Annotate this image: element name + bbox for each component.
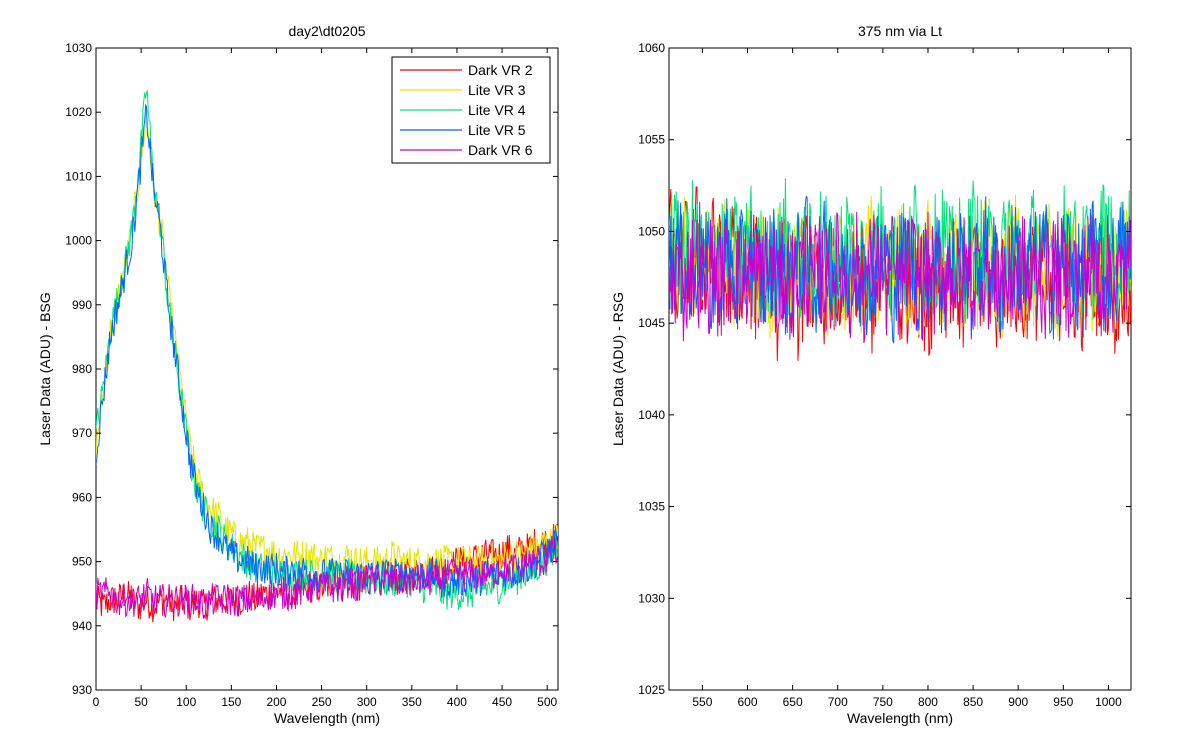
legend-label: Dark VR 6 xyxy=(468,142,533,158)
y-axis-label: Laser Data (ADU) - BSG xyxy=(37,292,53,445)
y-tick-label: 930 xyxy=(72,683,92,697)
x-tick-label: 900 xyxy=(1008,695,1028,709)
x-tick-label: 700 xyxy=(828,695,848,709)
x-tick-label: 0 xyxy=(93,695,100,709)
y-axis-label: Laser Data (ADU) - RSG xyxy=(610,292,626,446)
y-tick-label: 980 xyxy=(72,362,92,376)
y-tick-label: 1035 xyxy=(638,500,665,514)
legend-label: Lite VR 5 xyxy=(468,122,526,138)
y-tick-label: 1045 xyxy=(638,316,665,330)
x-tick-label: 600 xyxy=(737,695,757,709)
axes-frame xyxy=(668,47,1132,691)
x-tick-label: 50 xyxy=(134,695,148,709)
legend-label: Dark VR 2 xyxy=(468,62,533,78)
plot-2: 550 600 650 700 750 800 850 900 950 1000 1025 1030 1… xyxy=(610,23,1132,726)
plot-title: day2\dt0205 xyxy=(288,23,365,39)
y-tick-label: 1030 xyxy=(65,41,92,55)
series-line-5 xyxy=(669,211,1131,344)
x-tick-label: 400 xyxy=(447,695,467,709)
legend-label: Lite VR 3 xyxy=(468,82,526,98)
x-tick-label: 100 xyxy=(176,695,196,709)
y-tick-label: 1060 xyxy=(638,41,665,55)
x-tick-label: 200 xyxy=(266,695,286,709)
y-tick-label: 1040 xyxy=(638,408,665,422)
x-tick-label: 300 xyxy=(357,695,377,709)
x-axis-label: Wavelength (nm) xyxy=(847,710,953,726)
y-tick-label: 1010 xyxy=(65,169,92,183)
x-tick-label: 550 xyxy=(692,695,712,709)
y-tick-label: 1000 xyxy=(65,234,92,248)
x-tick-label: 850 xyxy=(963,695,983,709)
legend: Dark VR 2 Lite VR 3 Lite VR 4 Lite VR 5 Dark… xyxy=(391,56,551,164)
legend-label: Lite VR 4 xyxy=(468,102,526,118)
y-tick-label: 960 xyxy=(72,490,92,504)
x-tick-label: 350 xyxy=(402,695,422,709)
x-tick-label: 1000 xyxy=(1095,695,1122,709)
x-tick-label: 750 xyxy=(873,695,893,709)
x-axis-label: Wavelength (nm) xyxy=(274,710,380,726)
y-tick-label: 940 xyxy=(72,619,92,633)
x-tick-label: 650 xyxy=(783,695,803,709)
plot-title: 375 nm via Lt xyxy=(858,23,942,39)
series-group xyxy=(669,178,1131,361)
y-tick-label: 1050 xyxy=(638,224,665,238)
series-group xyxy=(96,90,558,623)
y-tick-label: 950 xyxy=(72,555,92,569)
x-tick-label: 250 xyxy=(312,695,332,709)
series-line-lite-vr-5 xyxy=(96,103,558,597)
y-tick-label: 970 xyxy=(72,426,92,440)
x-tick-label: 450 xyxy=(492,695,512,709)
y-tick-label: 1055 xyxy=(638,133,665,147)
y-tick-label: 1030 xyxy=(638,591,665,605)
y-tick-label: 1020 xyxy=(65,105,92,119)
y-tick-label: 1025 xyxy=(638,683,665,697)
series-line-dark-vr-6 xyxy=(96,539,558,619)
x-tick-label: 500 xyxy=(537,695,557,709)
x-tick-label: 150 xyxy=(221,695,241,709)
y-tick-label: 990 xyxy=(72,298,92,312)
x-tick-label: 950 xyxy=(1053,695,1073,709)
plot-1: 0 50 100 150 200 250 300 350 400 450 500 930 940 950 9… xyxy=(37,23,559,726)
x-tick-label: 800 xyxy=(918,695,938,709)
